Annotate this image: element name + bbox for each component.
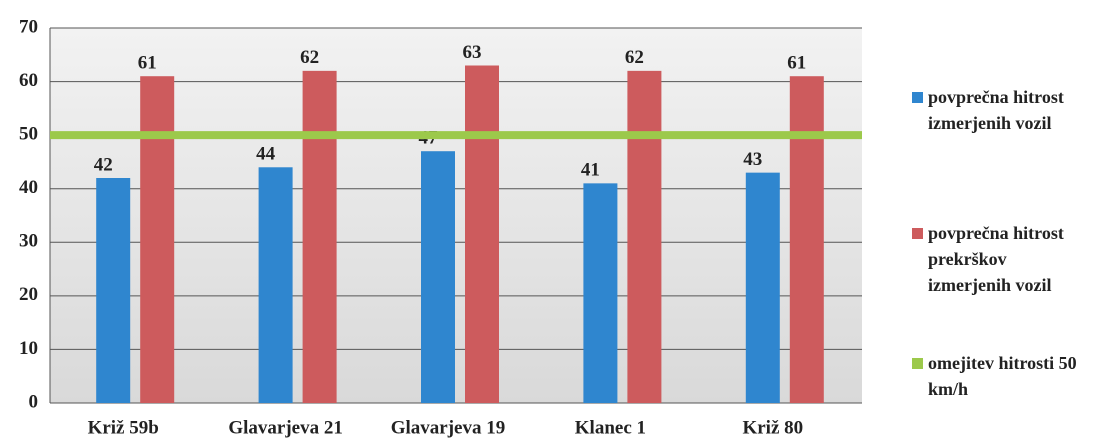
x-tick-label: Glavarjeva 21 [228, 417, 343, 438]
data-label: 43 [743, 149, 762, 170]
bar [789, 76, 824, 403]
bar [583, 183, 618, 403]
x-tick-label: Glavarjeva 19 [391, 417, 506, 438]
bar [745, 172, 780, 403]
bar [302, 70, 337, 403]
bar [627, 70, 662, 403]
legend-label: povprečna hitrost izmerjenih vozil [928, 87, 1064, 133]
x-tick-label: Klanec 1 [575, 417, 646, 438]
x-tick-label: Križ 59b [88, 417, 159, 438]
plot-area [50, 28, 862, 403]
bar [96, 178, 131, 403]
legend-label: omejitev hitrosti 50 km/h [928, 353, 1077, 399]
legend-label: povprečna hitrost prekrškov izmerjenih v… [928, 223, 1064, 295]
bar [140, 76, 175, 403]
y-tick-label: 0 [29, 391, 39, 412]
y-tick-label: 50 [19, 124, 38, 145]
bar [258, 167, 293, 403]
data-label: 61 [138, 53, 157, 74]
y-tick-label: 30 [19, 231, 38, 252]
data-label: 44 [256, 144, 276, 165]
y-tick-label: 40 [19, 177, 38, 198]
y-tick-label: 70 [19, 16, 38, 37]
data-label: 41 [581, 160, 600, 181]
y-tick-label: 10 [19, 338, 38, 359]
data-label: 63 [463, 42, 482, 63]
legend-swatch [912, 358, 923, 369]
data-label: 42 [94, 154, 113, 175]
bar [421, 151, 455, 403]
legend-swatch [912, 228, 923, 239]
bar [465, 65, 499, 403]
y-tick-label: 20 [19, 284, 38, 305]
data-label: 61 [787, 53, 806, 74]
data-label: 62 [300, 47, 319, 68]
x-tick-label: Križ 80 [742, 417, 803, 438]
legend-swatch [912, 92, 923, 103]
data-label: 62 [625, 47, 644, 68]
y-tick-label: 60 [19, 70, 38, 91]
